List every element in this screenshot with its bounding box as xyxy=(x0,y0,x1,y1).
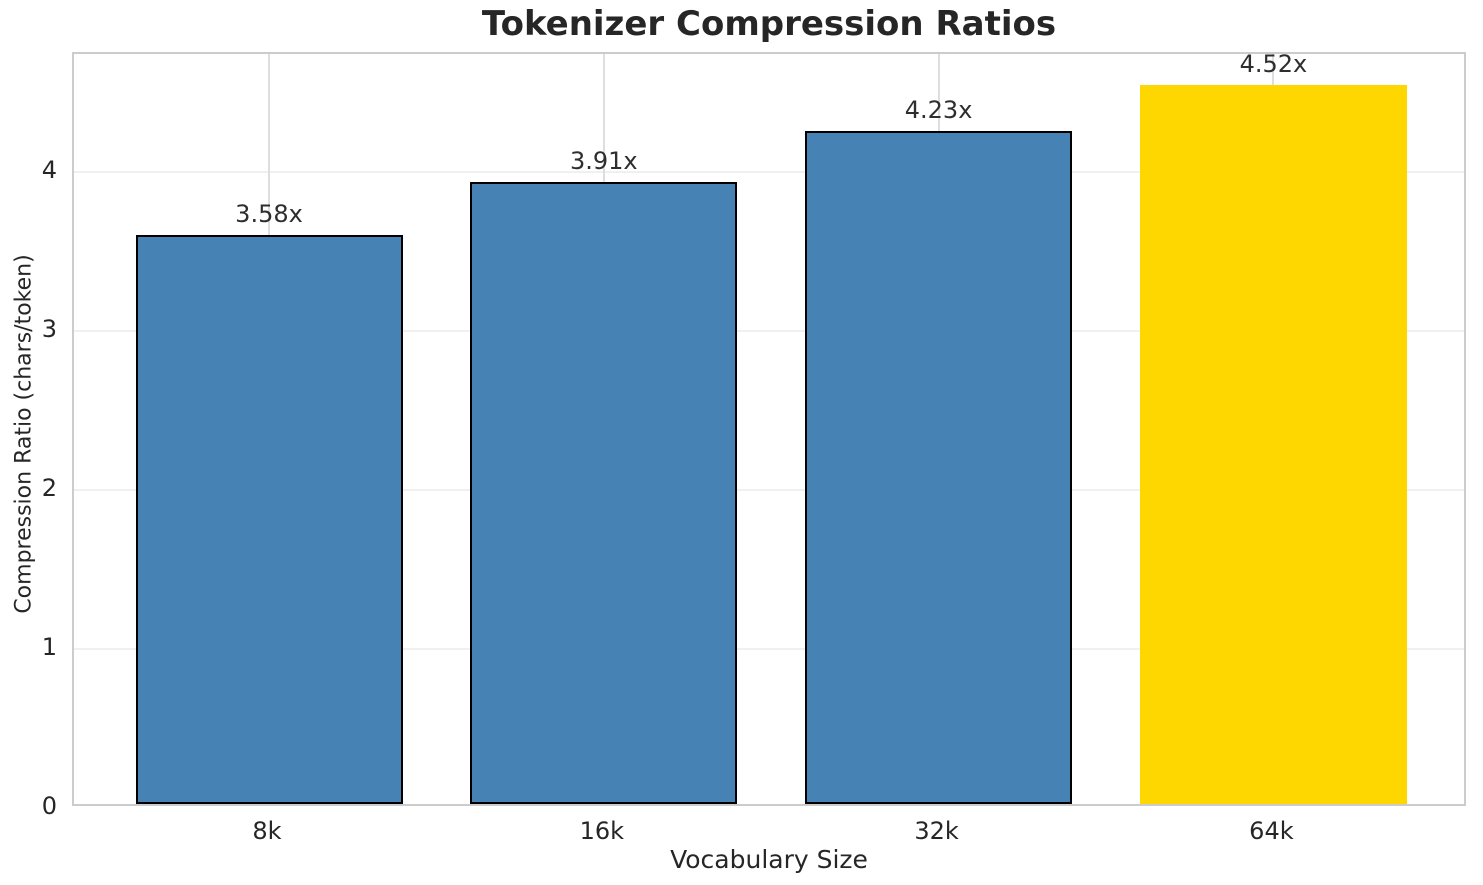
bar-value-label: 4.52x xyxy=(1239,50,1308,79)
gridline-horizontal xyxy=(74,171,1464,173)
y-tick-label: 0 xyxy=(41,792,57,820)
x-tick-label: 64k xyxy=(1249,817,1294,845)
bar-64k xyxy=(1139,85,1407,804)
bar-value-label: 3.58x xyxy=(235,199,303,228)
y-tick-label: 2 xyxy=(41,474,57,502)
bar-8k xyxy=(135,234,403,804)
bar-16k xyxy=(470,182,738,804)
bar-value-label: 4.23x xyxy=(904,96,973,125)
y-tick-label: 3 xyxy=(41,315,57,343)
y-axis-label: Compression Ratio (chars/token) xyxy=(11,254,37,614)
y-tick-label: 4 xyxy=(41,156,57,184)
x-axis-label: Vocabulary Size xyxy=(670,845,868,874)
y-tick-label: 1 xyxy=(41,633,57,661)
bar-value-label: 3.91x xyxy=(569,147,638,176)
plot-area: 3.58x 3.91x 4.23x 4.52x xyxy=(72,50,1466,806)
gridline-horizontal xyxy=(74,330,1464,332)
chart-title: Tokenizer Compression Ratios xyxy=(481,4,1057,44)
gridline-horizontal xyxy=(74,489,1464,491)
x-tick-label: 8k xyxy=(252,817,282,845)
bar-32k xyxy=(805,131,1073,804)
x-tick-label: 32k xyxy=(914,817,959,845)
x-tick-label: 16k xyxy=(579,817,625,845)
gridline-horizontal xyxy=(74,648,1464,650)
